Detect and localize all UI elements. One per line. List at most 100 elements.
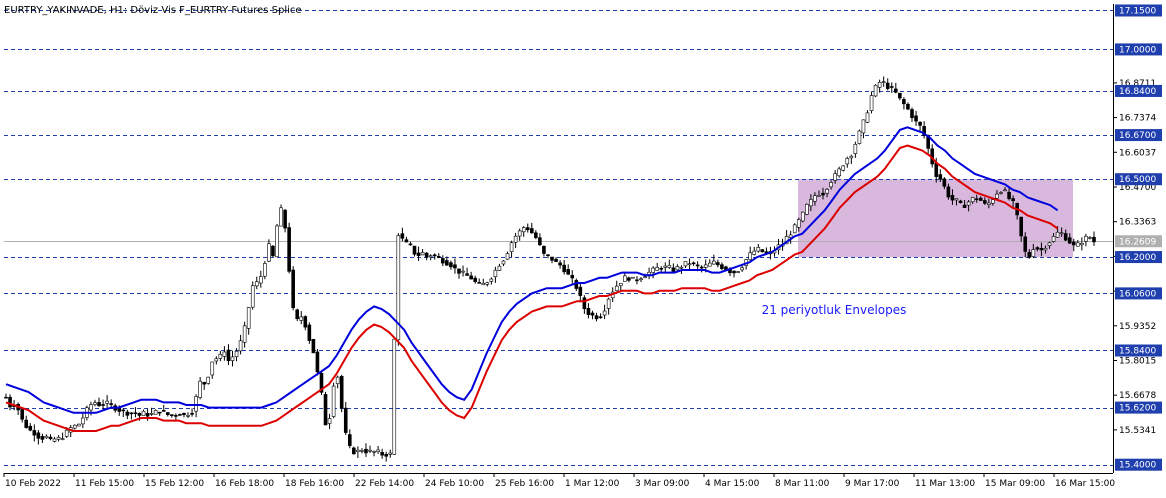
candle-down	[36, 432, 41, 439]
candle-down	[445, 260, 449, 266]
candle-down	[380, 452, 384, 456]
candle-up	[849, 155, 854, 159]
candle-up	[756, 247, 761, 252]
candle-down	[562, 264, 566, 273]
candle-up	[517, 230, 522, 237]
candle-down	[546, 254, 550, 257]
level-label: 15.8400	[1119, 346, 1156, 356]
candle-up	[275, 225, 279, 258]
candle-up	[52, 438, 57, 442]
candle-down	[902, 99, 906, 105]
candle-down	[950, 195, 955, 201]
candle-up	[428, 255, 433, 258]
level-label-bg	[1115, 287, 1162, 300]
candle-up	[105, 400, 109, 404]
highlight-zone-group	[798, 179, 1073, 258]
candle-down	[347, 434, 352, 446]
y-tick-label: 16.6037	[1119, 148, 1156, 158]
candle-down	[28, 425, 33, 431]
candle-down	[554, 258, 558, 262]
candle-up	[392, 338, 397, 455]
candle-down	[982, 200, 987, 204]
candle-down	[287, 227, 291, 272]
y-tick-label: 16.3363	[1119, 218, 1156, 228]
y-tick-label: 15.5341	[1119, 426, 1156, 436]
candle-up	[788, 234, 793, 238]
level-label: 16.8400	[1119, 87, 1156, 97]
candle-up	[712, 260, 716, 265]
candle-up	[267, 243, 271, 262]
candle-down	[732, 270, 736, 274]
x-tick-label: 15 Feb 12:00	[145, 479, 204, 489]
candle-up	[857, 130, 862, 144]
candle-up	[651, 267, 655, 273]
candle-up	[833, 173, 837, 181]
candle-down	[699, 266, 704, 269]
candle-down	[465, 273, 469, 276]
candle-up	[493, 269, 498, 278]
candle-down	[384, 454, 388, 457]
candle-down	[534, 232, 538, 239]
candle-up	[279, 207, 283, 227]
candle-down	[1035, 247, 1040, 250]
candle-down	[760, 249, 765, 253]
candle-up	[683, 261, 688, 267]
candle-down	[566, 269, 571, 275]
candle-up	[1076, 242, 1080, 247]
candle-up	[360, 450, 364, 452]
candle-up	[663, 265, 668, 268]
candle-up	[234, 351, 239, 358]
candle-down	[946, 186, 951, 198]
candle-down	[1027, 252, 1032, 258]
level-label: 16.0600	[1119, 289, 1156, 299]
candle-up	[481, 283, 486, 286]
x-tick-label: 11 Mar 13:00	[915, 479, 975, 489]
candle-down	[590, 312, 595, 316]
candle-down	[1019, 216, 1023, 237]
candle-up	[675, 266, 680, 271]
x-tick-label: 11 Feb 15:00	[75, 479, 134, 489]
level-label: 16.5000	[1119, 175, 1156, 185]
candle-up	[631, 276, 635, 279]
candle-up	[987, 202, 991, 206]
level-label: 15.6200	[1119, 404, 1156, 414]
candle-up	[623, 275, 627, 282]
candle-down	[1071, 241, 1076, 246]
candle-down	[226, 349, 231, 361]
candle-up	[186, 415, 190, 417]
candle-up	[813, 195, 817, 202]
x-tick-label: 1 Mar 12:00	[565, 479, 620, 489]
candle-down	[436, 255, 441, 258]
level-label-bg	[1115, 4, 1162, 17]
candle-up	[792, 224, 797, 234]
level-label-bg	[1115, 173, 1162, 186]
candle-down	[570, 275, 575, 279]
candle-up	[861, 119, 866, 134]
level-label-bg	[1115, 401, 1162, 414]
candle-up	[825, 189, 829, 194]
candle-up	[796, 219, 801, 228]
envelope-annotation: 21 periyotluk Envelopes	[762, 303, 907, 317]
candle-up	[1088, 237, 1092, 239]
x-tick-label: 15 Mar 09:00	[985, 479, 1045, 489]
x-axis-group[interactable]: 10 Feb 2022 11 Feb 15:00 15 Feb 12:00 16 Fe…	[3, 473, 1115, 489]
candle-up	[618, 282, 623, 286]
candle-up	[966, 201, 971, 206]
candle-up	[1080, 243, 1084, 246]
candle-down	[1023, 236, 1028, 252]
candle-up	[513, 235, 518, 243]
level-label: 15.4000	[1119, 461, 1156, 471]
candle-down	[303, 316, 308, 328]
envelope-lines-group	[5, 126, 1059, 432]
candle-up	[230, 356, 235, 361]
level-label-bg	[1115, 344, 1162, 357]
candle-down	[885, 82, 890, 89]
candle-up	[141, 410, 146, 416]
candle-up	[655, 267, 659, 271]
candle-down	[101, 404, 105, 406]
x-tick-label: 9 Mar 17:00	[845, 479, 900, 489]
candle-down	[424, 252, 429, 258]
candle-up	[214, 358, 219, 362]
candle-down	[441, 258, 445, 264]
candle-up	[335, 376, 340, 384]
